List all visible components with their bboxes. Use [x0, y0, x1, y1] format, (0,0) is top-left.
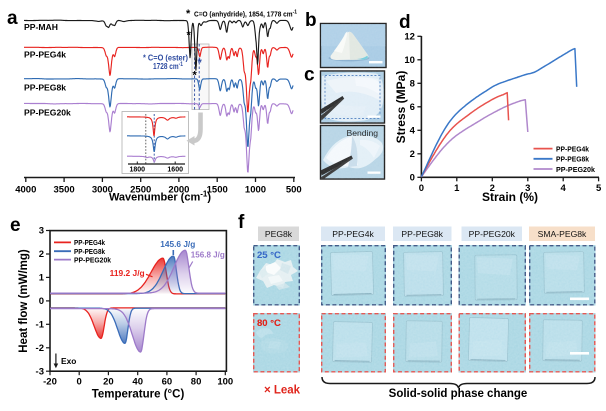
svg-text:PP-PEG20k: PP-PEG20k [556, 165, 596, 174]
svg-text:Stress (MPa): Stress (MPa) [394, 71, 408, 144]
svg-text:PP-PEG4k: PP-PEG4k [556, 144, 590, 153]
svg-text:1728 cm-1: 1728 cm-1 [153, 61, 183, 72]
svg-text:PEG8k: PEG8k [265, 229, 293, 239]
svg-text:0: 0 [39, 296, 44, 307]
svg-text:2: 2 [490, 183, 495, 194]
svg-text:PP-PEG8k: PP-PEG8k [556, 155, 590, 164]
svg-text:10: 10 [404, 55, 415, 66]
svg-text:PP-PEG8k: PP-PEG8k [24, 83, 66, 93]
svg-text:× Leak: × Leak [264, 385, 301, 397]
svg-text:PP-PEG8k: PP-PEG8k [401, 229, 443, 239]
svg-text:3: 3 [525, 183, 530, 194]
svg-text:5: 5 [596, 183, 602, 194]
svg-text:2500: 2500 [130, 185, 151, 196]
svg-text:145.6 J/g: 145.6 J/g [160, 240, 195, 249]
svg-text:-3: -3 [36, 366, 44, 377]
svg-text:-1: -1 [36, 320, 45, 331]
svg-text:Exo: Exo [61, 356, 76, 366]
svg-text:Temperature (°C): Temperature (°C) [92, 389, 185, 401]
svg-text:119.2 J/g: 119.2 J/g [110, 269, 145, 278]
svg-text:PP-PEG20k: PP-PEG20k [74, 255, 112, 264]
svg-text:a: a [7, 8, 18, 29]
svg-text:1800: 1800 [130, 167, 146, 174]
svg-text:Strain (%): Strain (%) [482, 190, 538, 204]
svg-text:0: 0 [77, 377, 82, 388]
svg-text:40: 40 [132, 377, 143, 388]
svg-text:Wavenumber (cm-1): Wavenumber (cm-1) [109, 189, 211, 204]
svg-text:e: e [10, 215, 21, 236]
svg-text:*: * [198, 57, 203, 69]
svg-text:Solid-solid phase change: Solid-solid phase change [389, 388, 528, 400]
svg-text:SMA-PEG8k: SMA-PEG8k [538, 229, 587, 239]
svg-text:PP-MAH: PP-MAH [24, 22, 58, 32]
svg-text:25 °C: 25 °C [257, 250, 281, 261]
svg-text:0: 0 [419, 183, 424, 194]
svg-text:PP-PEG8k: PP-PEG8k [74, 247, 106, 256]
svg-text:*: * [187, 30, 192, 42]
svg-text:60: 60 [162, 377, 173, 388]
svg-text:500: 500 [286, 185, 302, 196]
svg-text:4000: 4000 [15, 185, 36, 196]
svg-text:1500: 1500 [207, 185, 228, 196]
svg-text:* C=O (ester): * C=O (ester) [143, 53, 188, 63]
svg-text:0: 0 [410, 173, 415, 184]
svg-text:4: 4 [410, 126, 416, 137]
svg-text:12: 12 [404, 32, 415, 43]
svg-text:3000: 3000 [92, 185, 113, 196]
svg-text:1600: 1600 [167, 167, 183, 174]
svg-text:3: 3 [39, 226, 44, 237]
svg-text:PP-PEG20k: PP-PEG20k [24, 107, 71, 117]
svg-text:80 °C: 80 °C [257, 318, 281, 329]
svg-text:1000: 1000 [245, 185, 266, 196]
svg-text:100: 100 [217, 377, 233, 388]
svg-text:2000: 2000 [168, 185, 189, 196]
svg-text:6: 6 [410, 102, 415, 113]
svg-text:2: 2 [39, 249, 44, 260]
svg-text:1: 1 [454, 183, 460, 194]
svg-text:*: * [193, 70, 198, 82]
svg-text:-2: -2 [36, 343, 44, 354]
svg-text:PP-PEG4k: PP-PEG4k [74, 238, 106, 247]
svg-text:*: * [186, 8, 191, 20]
svg-text:3500: 3500 [54, 185, 75, 196]
svg-text:2: 2 [410, 149, 415, 160]
svg-text:b: b [305, 10, 317, 31]
svg-text:156.8 J/g: 156.8 J/g [191, 251, 225, 260]
svg-text:PP-PEG20k: PP-PEG20k [469, 229, 516, 239]
svg-text:f: f [238, 212, 245, 233]
svg-text:80: 80 [191, 377, 202, 388]
svg-text:d: d [399, 12, 411, 33]
svg-text:PP-PEG4k: PP-PEG4k [332, 229, 374, 239]
svg-text:C=O (anhydride), 1854, 1778 cm: C=O (anhydride), 1854, 1778 cm-1 [194, 10, 297, 19]
svg-text:1: 1 [39, 273, 45, 284]
svg-text:4: 4 [561, 183, 567, 194]
svg-text:8: 8 [410, 79, 415, 90]
svg-text:20: 20 [103, 377, 114, 388]
svg-text:Heat flow (mW/mg): Heat flow (mW/mg) [18, 249, 30, 353]
svg-text:-20: -20 [43, 377, 57, 388]
svg-text:PP-PEG4k: PP-PEG4k [24, 50, 66, 60]
svg-text:c: c [304, 65, 315, 86]
